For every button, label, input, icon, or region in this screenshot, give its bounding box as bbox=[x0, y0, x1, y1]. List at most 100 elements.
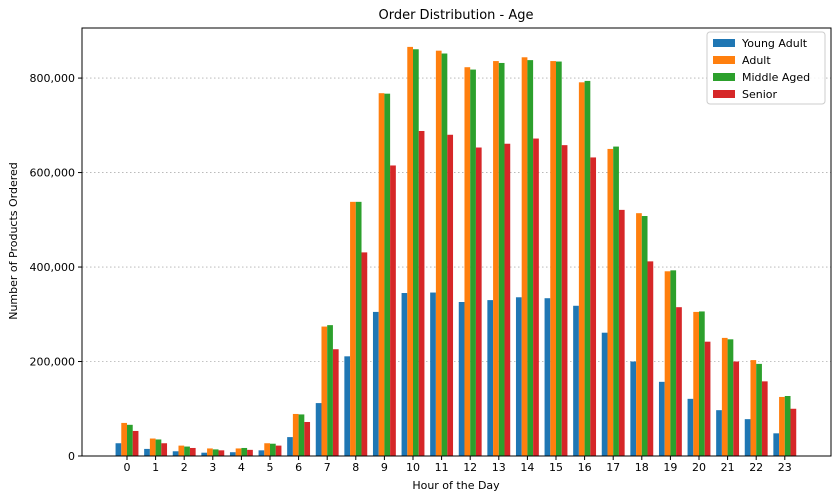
bar bbox=[287, 437, 293, 456]
bar bbox=[315, 403, 322, 456]
bar bbox=[573, 305, 579, 456]
x-tick-label: 7 bbox=[324, 461, 331, 474]
x-axis: 0 1 2 3 4 5 6 7 8 9 10 11 12 13 14 15 16 17 18 19 20 21 22 23 bbox=[124, 456, 792, 474]
bar bbox=[750, 360, 757, 456]
x-tick-label: 22 bbox=[749, 461, 763, 474]
x-axis-title: Hour of the Day bbox=[412, 479, 500, 492]
legend: Young Adult Adult Middle Aged Senior bbox=[706, 31, 826, 105]
bar bbox=[121, 422, 127, 456]
x-tick-label: 6 bbox=[295, 461, 302, 474]
plot-frame bbox=[81, 27, 832, 457]
x-tick-label: 20 bbox=[692, 461, 706, 474]
bar bbox=[561, 145, 568, 456]
bar bbox=[390, 165, 396, 456]
bar bbox=[601, 332, 608, 456]
bar bbox=[189, 447, 196, 456]
bar bbox=[458, 301, 465, 456]
legend-swatch bbox=[713, 90, 735, 98]
bar bbox=[229, 452, 236, 456]
bar bbox=[578, 82, 585, 456]
bar bbox=[470, 69, 476, 456]
bar bbox=[201, 452, 208, 456]
x-tick-label: 5 bbox=[267, 461, 274, 474]
bar bbox=[435, 50, 442, 456]
bar bbox=[430, 292, 436, 456]
bar bbox=[384, 93, 391, 456]
bar bbox=[704, 341, 711, 456]
bar bbox=[498, 62, 505, 456]
bar bbox=[584, 80, 591, 457]
bar bbox=[493, 61, 499, 457]
y-tick-label: 800,000 bbox=[30, 72, 76, 85]
bar bbox=[418, 130, 425, 456]
bar bbox=[533, 138, 539, 457]
bar bbox=[556, 61, 562, 457]
bar bbox=[756, 363, 762, 456]
bar bbox=[464, 67, 471, 456]
bar bbox=[733, 361, 740, 456]
bar bbox=[172, 451, 179, 456]
bar bbox=[247, 449, 253, 456]
x-tick-label: 4 bbox=[238, 461, 245, 474]
y-axis: 0 200,000 400,000 600,000 800,000 bbox=[30, 72, 82, 463]
x-tick-label: 13 bbox=[492, 461, 506, 474]
bar bbox=[447, 134, 454, 456]
x-tick-label: 14 bbox=[520, 461, 534, 474]
bar bbox=[304, 421, 311, 456]
bar bbox=[258, 450, 265, 456]
bar bbox=[761, 381, 768, 456]
bar bbox=[784, 396, 791, 456]
bar bbox=[355, 201, 362, 456]
bar bbox=[550, 61, 556, 457]
bar bbox=[721, 337, 728, 456]
bar bbox=[670, 270, 677, 456]
y-tick-label: 200,000 bbox=[30, 356, 76, 369]
x-tick-label: 1 bbox=[152, 461, 159, 474]
x-tick-label: 16 bbox=[578, 461, 592, 474]
bars bbox=[115, 46, 797, 457]
legend-label: Adult bbox=[742, 54, 771, 67]
bar bbox=[521, 57, 528, 456]
bar bbox=[155, 439, 162, 456]
x-tick-label: 18 bbox=[635, 461, 649, 474]
x-tick-label: 15 bbox=[549, 461, 563, 474]
bar bbox=[618, 209, 625, 456]
bar bbox=[407, 46, 413, 457]
x-tick-label: 9 bbox=[381, 461, 388, 474]
x-tick-label: 19 bbox=[663, 461, 677, 474]
bar bbox=[413, 49, 419, 457]
bar bbox=[647, 261, 654, 456]
bar bbox=[687, 398, 694, 456]
bar bbox=[378, 93, 385, 457]
bar bbox=[235, 448, 242, 456]
legend-label: Middle Aged bbox=[742, 71, 810, 84]
legend-box bbox=[706, 31, 826, 105]
legend-swatch bbox=[713, 56, 735, 64]
bar bbox=[292, 413, 299, 456]
bar bbox=[693, 311, 699, 456]
bar bbox=[487, 300, 494, 456]
legend-label: Senior bbox=[742, 88, 778, 101]
bar bbox=[716, 410, 722, 456]
x-tick-label: 3 bbox=[209, 461, 216, 474]
bar bbox=[372, 311, 379, 456]
bar bbox=[727, 339, 734, 456]
bar bbox=[779, 396, 785, 456]
x-tick-label: 23 bbox=[778, 461, 792, 474]
x-tick-label: 10 bbox=[406, 461, 420, 474]
x-tick-label: 21 bbox=[721, 461, 735, 474]
x-tick-label: 17 bbox=[606, 461, 620, 474]
y-tick-label: 0 bbox=[68, 450, 75, 463]
bar bbox=[607, 148, 614, 457]
bar bbox=[241, 447, 248, 456]
bar bbox=[361, 252, 368, 456]
bar bbox=[327, 325, 333, 456]
bar bbox=[544, 298, 551, 456]
bar bbox=[401, 293, 408, 456]
bar bbox=[613, 146, 619, 456]
bar bbox=[149, 438, 156, 456]
bar bbox=[144, 448, 150, 456]
bar bbox=[527, 60, 534, 456]
bar bbox=[641, 216, 648, 456]
